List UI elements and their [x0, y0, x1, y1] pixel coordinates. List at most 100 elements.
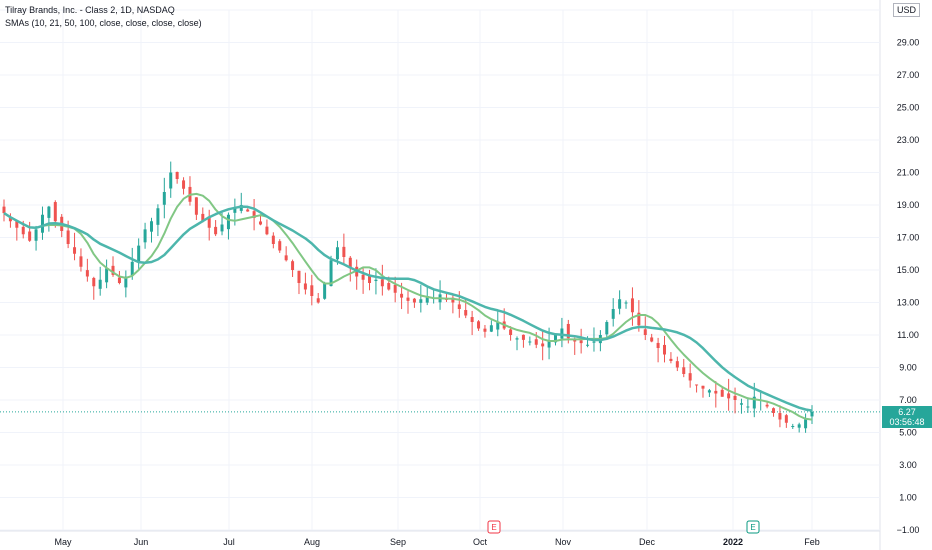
- candle-body: [329, 260, 333, 287]
- candle-body: [553, 335, 557, 343]
- candle-body: [727, 393, 731, 399]
- candle-body: [675, 361, 679, 368]
- price-tick-label: 27.00: [897, 70, 920, 80]
- candle-body: [40, 214, 44, 233]
- candle-body: [406, 297, 410, 301]
- candle-body: [124, 276, 128, 288]
- price-tick-label: 9.00: [899, 363, 917, 373]
- candle-body: [419, 299, 423, 303]
- candle-body: [207, 216, 211, 228]
- candle-body: [291, 261, 295, 270]
- candle-body: [778, 413, 782, 420]
- price-tick-label: 7.00: [899, 395, 917, 405]
- candle-body: [720, 389, 724, 397]
- candle-body: [53, 202, 57, 222]
- candle-body: [316, 298, 320, 303]
- candle-body: [624, 302, 628, 304]
- candle-body: [194, 197, 198, 215]
- candle-body: [85, 270, 89, 277]
- candle-body: [547, 341, 551, 348]
- candle-body: [8, 216, 12, 222]
- candle-body: [393, 284, 397, 293]
- candle-body: [265, 226, 269, 235]
- candle-body: [21, 226, 25, 235]
- candle-body: [297, 270, 301, 283]
- time-tick-label: 2022: [723, 537, 743, 547]
- price-tick-label: 21.00: [897, 168, 920, 178]
- candle-body: [361, 274, 365, 280]
- candle-body: [412, 298, 416, 303]
- last-price-value: 6.27: [898, 406, 916, 417]
- price-tick-label: 29.00: [897, 38, 920, 48]
- earnings-marker-box: [487, 520, 501, 534]
- candle-body: [650, 337, 654, 342]
- candle-body: [303, 283, 307, 290]
- candle-body: [2, 206, 6, 214]
- candle-body: [791, 426, 795, 427]
- candle-body: [663, 344, 667, 355]
- price-tick-label: −1.00: [897, 525, 920, 535]
- candle-body: [34, 229, 38, 241]
- price-tick-label: 15.00: [897, 265, 920, 275]
- candle-body: [496, 322, 500, 330]
- indicator-label[interactable]: SMAs (10, 21, 50, 100, close, close, clo…: [5, 18, 202, 28]
- candle-body: [380, 279, 384, 287]
- chart-grid: [0, 0, 881, 550]
- candle-body: [477, 321, 481, 329]
- candle-body: [784, 415, 788, 423]
- candle-body: [560, 328, 564, 339]
- candle-body: [73, 247, 77, 254]
- price-axis[interactable]: 31.0029.0027.0025.0023.0021.0019.0017.00…: [897, 5, 920, 535]
- candle-body: [271, 235, 275, 244]
- earnings-marker: E: [746, 520, 760, 534]
- candle-body: [682, 367, 686, 374]
- time-tick-label: Jun: [134, 537, 149, 547]
- candle-body: [714, 390, 718, 394]
- candle-body: [66, 230, 70, 244]
- candle-body: [804, 419, 808, 429]
- candle-body: [688, 373, 692, 381]
- candle-body: [201, 213, 205, 222]
- candle-body: [797, 424, 801, 428]
- candle-body: [489, 325, 493, 332]
- candle-body: [739, 403, 743, 405]
- candle-body: [162, 192, 166, 205]
- time-tick-label: May: [54, 537, 72, 547]
- candle-body: [573, 339, 577, 342]
- candle-body: [92, 277, 96, 287]
- candle-body: [669, 358, 673, 361]
- candle-body: [457, 304, 461, 309]
- candle-body: [284, 255, 288, 261]
- time-axis[interactable]: May Jun Jul Aug Sep Oct Nov Dec 2022 Feb: [54, 537, 819, 547]
- symbol-title[interactable]: Tilray Brands, Inc. - Class 2, 1D, NASDA…: [5, 5, 175, 15]
- candle-body: [772, 408, 776, 413]
- candle-body: [182, 180, 186, 189]
- sma-fast-line: [3, 192, 813, 421]
- candle-body: [149, 221, 153, 232]
- candle-body: [605, 322, 609, 335]
- price-tick-label: 3.00: [899, 460, 917, 470]
- candle-body: [810, 411, 814, 417]
- candle-body: [464, 310, 468, 316]
- currency-label[interactable]: USD: [892, 3, 920, 17]
- earnings-marker: E: [487, 520, 501, 534]
- candle-body: [79, 256, 83, 267]
- candle-body: [368, 275, 372, 283]
- candle-body: [220, 224, 224, 232]
- price-tick-label: 1.00: [899, 493, 917, 503]
- candle-body: [130, 261, 134, 276]
- candle-body: [246, 209, 250, 212]
- candle-body: [733, 395, 737, 400]
- time-tick-label: Feb: [804, 537, 820, 547]
- countdown-timer: 03:56:48: [889, 416, 925, 427]
- candle-body: [156, 208, 160, 225]
- time-tick-label: Aug: [304, 537, 320, 547]
- price-tick-label: 23.00: [897, 135, 920, 145]
- candle-body: [637, 312, 641, 326]
- candle-body: [278, 241, 282, 251]
- candle-body: [746, 406, 750, 408]
- price-tick-label: 5.00: [899, 428, 917, 438]
- candle-body: [695, 384, 699, 386]
- candle-body: [528, 341, 532, 343]
